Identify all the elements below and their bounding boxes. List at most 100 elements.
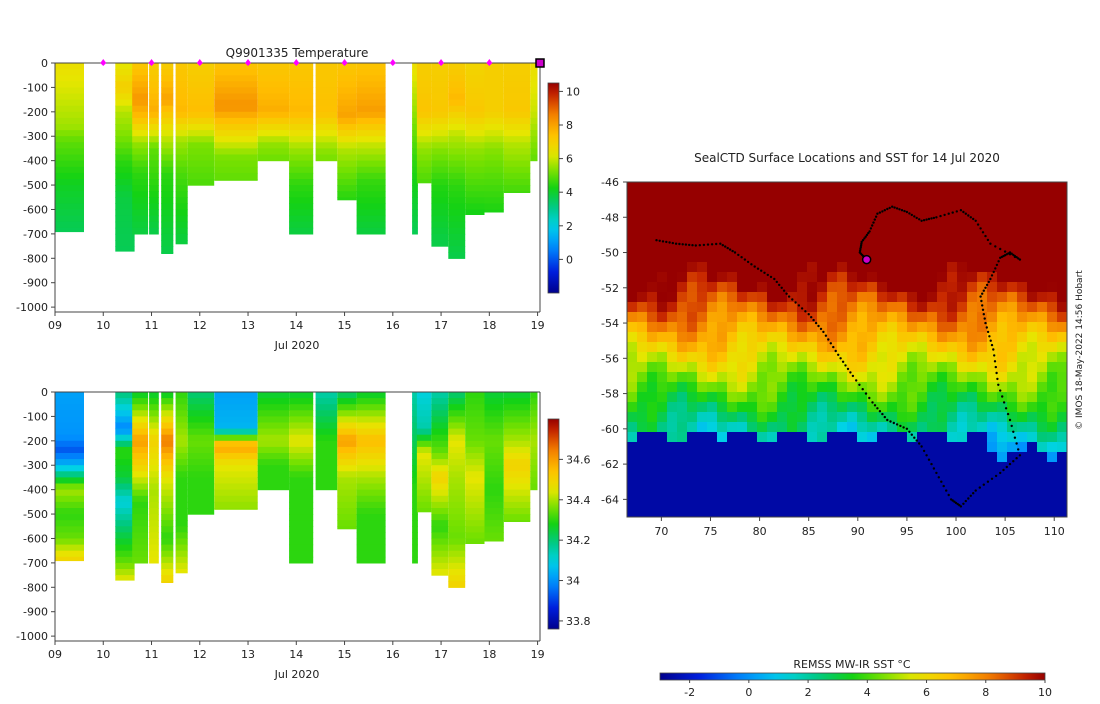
sst-cell: [897, 222, 908, 233]
sst-cell: [1017, 232, 1028, 243]
sst-cell: [997, 372, 1008, 383]
profile-6-cell: [187, 93, 215, 101]
profile-0-cell: [55, 544, 84, 552]
track-point: [920, 219, 923, 222]
profile-8-cell: [257, 404, 290, 411]
profile-11-cell: [337, 495, 357, 503]
y-tick-label: -700: [23, 228, 48, 241]
sst-cell: [867, 302, 878, 313]
profile-16-cell: [448, 495, 466, 503]
profile-0-cell: [55, 209, 84, 217]
sst-cell: [927, 232, 938, 243]
profile-20-cell: [530, 117, 538, 125]
temperature-title: Q9901335 Temperature: [226, 46, 369, 60]
sst-cell: [1047, 262, 1058, 273]
sst-cell: [707, 492, 718, 503]
track-point: [876, 212, 879, 215]
profile-11-cell: [337, 465, 357, 472]
profile-16-cell: [448, 404, 466, 411]
sst-cell: [847, 352, 858, 363]
sst-cell: [1007, 372, 1018, 383]
sst-cell: [757, 492, 768, 503]
sst-cell: [1017, 432, 1028, 443]
sst-cell: [957, 512, 968, 517]
track-point: [868, 230, 871, 233]
sst-cell: [917, 212, 928, 223]
sst-cell: [897, 232, 908, 243]
track-point: [671, 241, 674, 245]
profile-4-cell: [161, 446, 174, 454]
profile-0-cell: [55, 440, 84, 448]
sst-cell: [937, 242, 948, 253]
profile-16-cell: [448, 179, 466, 186]
sst-cell: [907, 422, 918, 433]
profile-3-cell: [149, 166, 159, 174]
profile-17-cell: [465, 428, 485, 436]
profile-5-cell: [175, 489, 188, 497]
sst-cell: [977, 442, 988, 453]
profile-5-cell: [175, 416, 188, 424]
sst-cell: [867, 342, 878, 353]
sst-cell: [1057, 312, 1067, 323]
profile-17-cell: [465, 209, 485, 215]
sst-cell: [727, 362, 738, 373]
sst-cell: [627, 212, 638, 223]
profile-11-cell: [337, 434, 357, 442]
profile-12-cell: [356, 556, 386, 564]
sst-cell: [847, 382, 858, 393]
sst-cell: [937, 312, 948, 323]
profile-6-cell: [187, 154, 215, 162]
sst-cell: [727, 422, 738, 433]
sst-cell: [867, 462, 878, 473]
sst-cell: [897, 382, 908, 393]
track-point: [967, 497, 970, 500]
sst-cell: [1027, 242, 1038, 253]
sst-cell: [987, 402, 998, 413]
sst-cell: [957, 362, 968, 373]
sst-cell: [787, 342, 798, 353]
sst-cell: [967, 252, 978, 263]
sst-cell: [697, 392, 708, 403]
profile-12-cell: [356, 422, 386, 430]
profile-13-cell: [412, 154, 418, 162]
profile-11-cell: [337, 63, 357, 70]
profile-15-cell: [431, 227, 449, 235]
sst-cell: [677, 302, 688, 313]
track-point: [908, 430, 911, 433]
sst-cell: [837, 292, 848, 303]
profile-5-cell: [175, 562, 188, 570]
sst-cell: [1047, 322, 1058, 333]
sst-cell: [967, 232, 978, 243]
sst-cell: [747, 292, 758, 303]
track-point: [706, 243, 710, 246]
sst-cell: [957, 382, 968, 393]
profile-11-cell: [337, 392, 357, 399]
sst-cell: [667, 212, 678, 223]
profile-0-cell: [55, 63, 84, 70]
profile-12-cell: [356, 410, 386, 417]
profile-8-cell: [257, 148, 290, 156]
map-x-tick-label: 105: [995, 525, 1016, 538]
profile-1-cell: [115, 483, 135, 491]
sst-cell: [947, 362, 958, 373]
track-point: [878, 211, 882, 214]
profile-9-cell: [289, 227, 314, 235]
track-point: [694, 244, 697, 247]
track-point: [982, 313, 985, 316]
sst-cell: [907, 202, 918, 213]
sst-cell: [627, 252, 638, 263]
sst-cell: [637, 512, 648, 517]
sst-cell: [937, 502, 948, 513]
sst-cell: [897, 332, 908, 343]
profile-19-cell: [503, 166, 531, 174]
profile-14-cell: [416, 93, 432, 101]
sst-cell: [637, 222, 648, 233]
colorbar-bar: [547, 418, 560, 630]
sst-cell: [677, 342, 688, 353]
sst-cell: [717, 442, 728, 453]
profile-10-cell: [315, 465, 338, 472]
sst-cell: [1017, 302, 1028, 313]
sst-cell: [657, 372, 668, 383]
sst-cell: [657, 222, 668, 233]
sst-cell: [977, 192, 988, 203]
